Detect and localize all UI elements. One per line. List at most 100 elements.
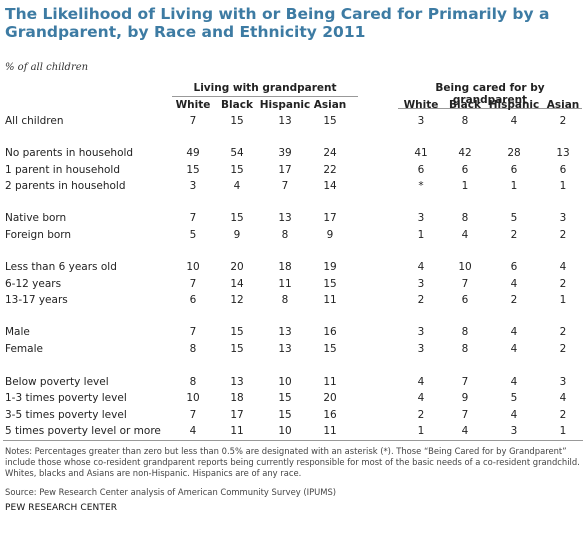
row-label: Foreign born — [5, 229, 72, 241]
cell-black-cared: 1 — [461, 180, 469, 192]
cell-hispanic-cared: 2 — [510, 229, 518, 241]
cell-asian-living: 16 — [323, 409, 337, 421]
column-header-white-cared: White — [403, 99, 439, 111]
cell-white-cared: 2 — [417, 294, 425, 306]
table-row: 1-3 times poverty level 10 18 15 20 4 9 5 4 — [0, 392, 587, 406]
cell-asian-cared: 13 — [556, 147, 570, 159]
cell-hispanic-living: 17 — [278, 164, 292, 176]
cell-black-cared: 7 — [461, 376, 469, 388]
cell-asian-living: 20 — [323, 392, 337, 404]
table-row: 1 parent in household 15 15 17 22 6 6 6 6 — [0, 164, 587, 178]
cell-hispanic-living: 13 — [278, 115, 292, 127]
cell-black-cared: 6 — [461, 164, 469, 176]
cell-black-cared: 7 — [461, 409, 469, 421]
row-label: No parents in household — [5, 147, 134, 159]
cell-hispanic-living: 8 — [281, 229, 289, 241]
table-row: 6-12 years 7 14 11 15 3 7 4 2 — [0, 278, 587, 292]
cell-black-cared: 42 — [458, 147, 472, 159]
cell-hispanic-living: 10 — [278, 376, 292, 388]
cell-black-living: 17 — [230, 409, 244, 421]
cell-asian-cared: 2 — [559, 343, 567, 355]
cell-black-cared: 6 — [461, 294, 469, 306]
table-row: 5 times poverty level or more 4 11 10 11 1 4 3 1 — [0, 425, 587, 439]
row-label: All children — [5, 115, 64, 127]
publisher-credit: PEW RESEARCH CENTER — [5, 503, 118, 513]
row-label: Male — [5, 326, 30, 338]
cell-asian-cared: 2 — [559, 229, 567, 241]
cell-white-living: 7 — [189, 409, 197, 421]
cell-hispanic-cared: 5 — [510, 392, 518, 404]
cell-white-living: 10 — [186, 392, 200, 404]
cell-hispanic-cared: 4 — [510, 376, 518, 388]
cell-white-living: 5 — [189, 229, 197, 241]
cell-black-cared: 4 — [461, 425, 469, 437]
cell-white-living: 8 — [189, 343, 197, 355]
row-label: 3-5 times poverty level — [5, 409, 127, 421]
cell-hispanic-cared: 28 — [507, 147, 521, 159]
cell-asian-living: 15 — [323, 278, 337, 290]
group-header-living: Living with grandparent — [172, 82, 358, 97]
cell-white-cared: 6 — [417, 164, 425, 176]
cell-asian-living: 17 — [323, 212, 337, 224]
table-row: Foreign born 5 9 8 9 1 4 2 2 — [0, 229, 587, 243]
group-header-cared: Being cared for by grandparent — [398, 82, 582, 109]
cell-hispanic-living: 15 — [278, 392, 292, 404]
footer-divider — [3, 440, 583, 441]
cell-asian-cared: 1 — [559, 180, 567, 192]
cell-hispanic-cared: 5 — [510, 212, 518, 224]
cell-asian-cared: 1 — [559, 294, 567, 306]
cell-asian-cared: 3 — [559, 212, 567, 224]
table-row: 2 parents in household 3 4 7 14 * 1 1 1 — [0, 180, 587, 194]
cell-hispanic-cared: 2 — [510, 294, 518, 306]
cell-hispanic-cared: 1 — [510, 180, 518, 192]
cell-asian-living: 16 — [323, 326, 337, 338]
table-row: 13-17 years 6 12 8 11 2 6 2 1 — [0, 294, 587, 308]
table-notes: Notes: Percentages greater than zero but… — [5, 446, 580, 478]
cell-asian-living: 22 — [323, 164, 337, 176]
cell-black-cared: 7 — [461, 278, 469, 290]
cell-asian-living: 11 — [323, 425, 337, 437]
cell-hispanic-cared: 4 — [510, 115, 518, 127]
cell-white-cared: * — [418, 180, 424, 192]
column-header-asian-living: Asian — [313, 99, 347, 111]
cell-white-living: 15 — [186, 164, 200, 176]
table-row: Male 7 15 13 16 3 8 4 2 — [0, 326, 587, 340]
cell-black-living: 9 — [233, 229, 241, 241]
column-header-hispanic-living: Hispanic — [259, 99, 311, 111]
cell-asian-living: 9 — [326, 229, 334, 241]
cell-black-living: 20 — [230, 261, 244, 273]
cell-asian-living: 15 — [323, 343, 337, 355]
row-label: Below poverty level — [5, 376, 109, 388]
cell-black-cared: 8 — [461, 212, 469, 224]
cell-hispanic-cared: 4 — [510, 278, 518, 290]
cell-black-living: 15 — [230, 343, 244, 355]
table-row: All children 7 15 13 15 3 8 4 2 — [0, 115, 587, 129]
cell-asian-living: 24 — [323, 147, 337, 159]
cell-hispanic-cared: 6 — [510, 261, 518, 273]
cell-black-cared: 9 — [461, 392, 469, 404]
cell-hispanic-living: 13 — [278, 343, 292, 355]
column-header-asian-cared: Asian — [546, 99, 580, 111]
cell-black-cared: 4 — [461, 229, 469, 241]
cell-hispanic-living: 15 — [278, 409, 292, 421]
cell-black-living: 12 — [230, 294, 244, 306]
cell-white-cared: 3 — [417, 343, 425, 355]
table-row: Below poverty level 8 13 10 11 4 7 4 3 — [0, 376, 587, 390]
cell-asian-living: 15 — [323, 115, 337, 127]
cell-black-living: 15 — [230, 164, 244, 176]
cell-black-cared: 8 — [461, 343, 469, 355]
cell-white-living: 7 — [189, 115, 197, 127]
cell-hispanic-cared: 6 — [510, 164, 518, 176]
cell-black-cared: 8 — [461, 115, 469, 127]
row-label: 2 parents in household — [5, 180, 126, 192]
column-header-black-cared: Black — [449, 99, 481, 111]
cell-white-cared: 41 — [414, 147, 428, 159]
table-row: Less than 6 years old 10 20 18 19 4 10 6 4 — [0, 261, 587, 275]
cell-white-living: 7 — [189, 326, 197, 338]
cell-black-cared: 8 — [461, 326, 469, 338]
cell-hispanic-living: 11 — [278, 278, 292, 290]
row-label: 1 parent in household — [5, 164, 121, 176]
cell-white-cared: 3 — [417, 278, 425, 290]
cell-white-living: 4 — [189, 425, 197, 437]
cell-white-cared: 4 — [417, 261, 425, 273]
